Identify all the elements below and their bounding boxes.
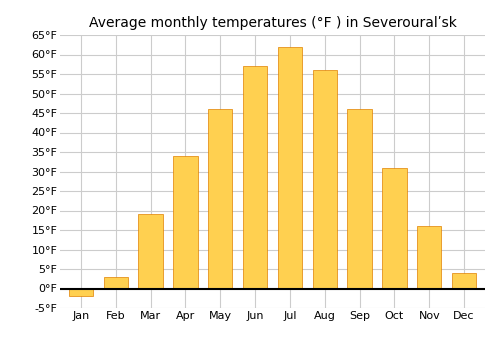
Bar [243,66,268,288]
Bar [208,109,233,288]
Bar [312,70,337,288]
Bar [417,226,442,288]
Bar [382,168,406,288]
Bar [452,273,476,288]
Bar [278,47,302,288]
Bar [138,215,163,288]
Title: Average monthly temperatures (°F ) in Severouralʹ​sk: Average monthly temperatures (°F ) in Se… [88,16,456,30]
Bar [68,288,93,296]
Bar [348,109,372,288]
Bar [104,277,128,288]
Bar [173,156,198,288]
